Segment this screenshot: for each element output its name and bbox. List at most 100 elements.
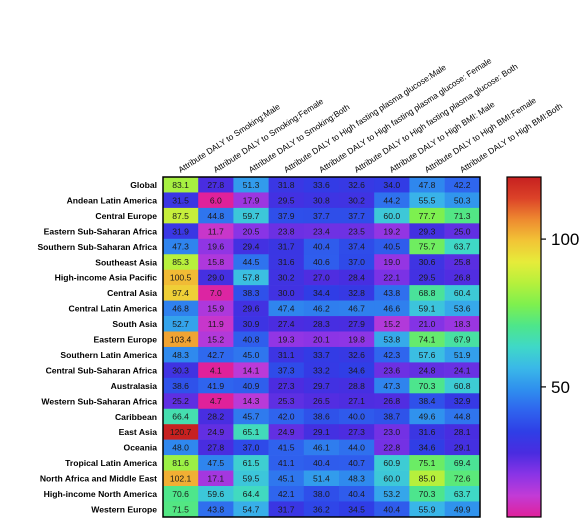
heatmap-cell (268, 501, 305, 518)
cell-value-label: 43.8 (207, 504, 224, 514)
heatmap-cell (303, 455, 340, 471)
heatmap-cell (233, 377, 269, 394)
cell-value-label: 15.2 (383, 319, 400, 329)
cell-value-label: 70.6 (172, 489, 189, 499)
cell-value-label: 55.5 (419, 195, 436, 205)
cell-value-label: 37.0 (243, 443, 260, 453)
heatmap-cell (233, 269, 269, 286)
heatmap-cell (409, 486, 445, 502)
heatmap-cell (444, 285, 481, 301)
cell-value-label: 28.3 (313, 319, 330, 329)
heatmap-cell (339, 192, 375, 209)
heatmap-cell (233, 316, 269, 332)
heatmap-cell (444, 207, 481, 224)
cell-value-label: 24.9 (207, 427, 224, 437)
cell-value-label: 15.8 (207, 257, 224, 267)
heatmap-cell (339, 362, 375, 379)
heatmap-cell (163, 501, 199, 518)
heatmap-cell (409, 269, 445, 286)
cell-value-label: 46.2 (313, 304, 330, 314)
heatmap-cell (409, 331, 445, 348)
row-label: Central Latin America (68, 304, 157, 314)
cell-value-label: 34.6 (348, 365, 365, 375)
row-label: North Africa and Middle East (40, 474, 157, 484)
heatmap-cell (163, 207, 199, 224)
heatmap-cell (268, 254, 305, 270)
cell-value-label: 24.1 (454, 365, 471, 375)
cell-value-label: 53.6 (454, 304, 471, 314)
heatmap-cell (339, 455, 375, 471)
heatmap-cell (374, 346, 410, 363)
heatmap-cell (339, 254, 375, 270)
cell-value-label: 57.8 (243, 273, 260, 283)
cell-value-label: 34.0 (383, 180, 400, 190)
cell-value-label: 34.6 (419, 443, 436, 453)
heatmap-cell (409, 408, 445, 425)
cell-value-label: 43.8 (383, 288, 400, 298)
cell-value-label: 21.0 (419, 319, 436, 329)
cell-value-label: 32.9 (454, 396, 471, 406)
heatmap-cell (444, 346, 481, 363)
cell-value-label: 19.6 (207, 242, 224, 252)
heatmap-cell (339, 285, 375, 301)
cell-value-label: 41.1 (278, 458, 295, 468)
heatmap-cell (233, 238, 269, 255)
heatmap-cell (374, 207, 410, 224)
heatmap-cell (303, 362, 340, 379)
heatmap-cell (303, 223, 340, 240)
heatmap-cell (303, 470, 340, 487)
heatmap-cell (339, 177, 375, 193)
cell-value-label: 60.4 (454, 288, 471, 298)
cell-value-label: 68.8 (419, 288, 436, 298)
cell-value-label: 23.0 (383, 427, 400, 437)
heatmap-cell (339, 300, 375, 317)
cell-value-label: 11.9 (208, 319, 224, 329)
cell-value-label: 38.0 (313, 489, 330, 499)
heatmap-cell (303, 238, 340, 255)
cell-value-label: 42.1 (278, 489, 295, 499)
cell-value-label: 61.5 (243, 458, 260, 468)
cell-value-label: 48.0 (172, 443, 189, 453)
cell-value-label: 26.8 (383, 396, 400, 406)
cell-value-label: 14.3 (243, 396, 260, 406)
heatmap-frame (162, 176, 481, 518)
heatmap-cell (339, 269, 375, 286)
heatmap-cell (198, 377, 234, 394)
cell-value-label: 45.1 (278, 473, 295, 483)
cell-value-label: 20.5 (243, 226, 260, 236)
cell-value-label: 40.5 (383, 242, 400, 252)
heatmap-cell (374, 455, 410, 471)
heatmap-cell (233, 393, 269, 410)
cell-value-label: 23.6 (383, 365, 400, 375)
heatmap-cell (198, 501, 234, 518)
cell-value-label: 45.7 (243, 412, 260, 422)
cell-value-label: 49.6 (419, 412, 436, 422)
cell-value-label: 40.0 (348, 412, 365, 422)
cell-value-label: 29.5 (419, 273, 436, 283)
cell-value-label: 100.5 (170, 273, 192, 283)
heatmap-cell (268, 238, 305, 255)
heatmap-cell (303, 192, 340, 209)
heatmap-cell (233, 192, 269, 209)
cell-value-label: 70.3 (419, 381, 436, 391)
heatmap-cell (198, 408, 234, 425)
heatmap-cell (163, 316, 199, 332)
cell-value-label: 102.1 (170, 473, 192, 483)
cell-value-label: 72.6 (454, 473, 471, 483)
cell-value-label: 103.4 (170, 334, 192, 344)
heatmap-cell (163, 331, 199, 348)
cell-value-label: 60.0 (383, 473, 400, 483)
cell-value-label: 47.3 (172, 242, 189, 252)
heatmap-cell (339, 439, 375, 456)
cell-value-label: 46.7 (348, 304, 365, 314)
heatmap-cell (339, 393, 375, 410)
cell-value-label: 41.9 (207, 381, 224, 391)
heatmap-cell (163, 223, 199, 240)
heatmap-cell (163, 238, 199, 255)
heatmap-cell (303, 486, 340, 502)
colorbar: 100 50 (506, 176, 579, 518)
heatmap-cell (233, 486, 269, 502)
cell-value-label: 38.6 (172, 381, 189, 391)
cell-value-label: 46.6 (383, 304, 400, 314)
heatmap-cell (233, 501, 269, 518)
